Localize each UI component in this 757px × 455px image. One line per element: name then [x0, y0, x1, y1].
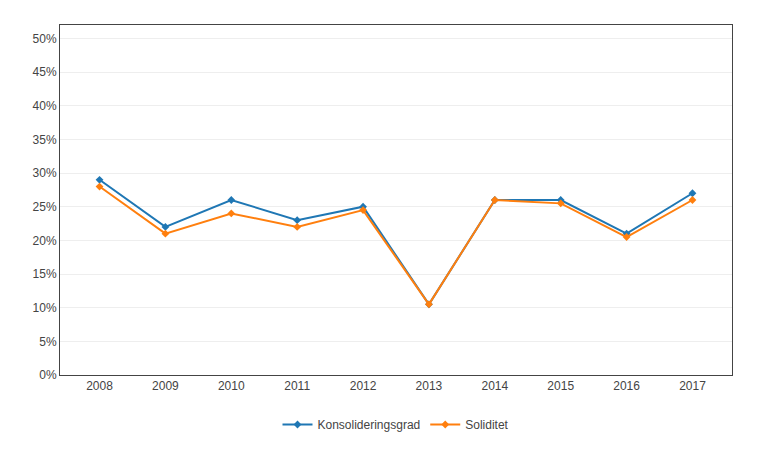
- svg-text:40%: 40%: [33, 99, 57, 113]
- svg-text:2010: 2010: [218, 379, 245, 393]
- svg-text:45%: 45%: [33, 65, 57, 79]
- svg-text:10%: 10%: [33, 301, 57, 315]
- svg-text:0%: 0%: [39, 368, 57, 382]
- svg-text:25%: 25%: [33, 200, 57, 214]
- svg-text:2009: 2009: [152, 379, 179, 393]
- svg-text:35%: 35%: [33, 133, 57, 147]
- svg-text:2011: 2011: [284, 379, 310, 393]
- svg-text:2015: 2015: [547, 379, 574, 393]
- svg-text:Konsolideringsgrad: Konsolideringsgrad: [318, 418, 421, 432]
- svg-text:50%: 50%: [33, 32, 57, 46]
- svg-text:2014: 2014: [481, 379, 508, 393]
- svg-text:2013: 2013: [416, 379, 443, 393]
- svg-text:20%: 20%: [33, 234, 57, 248]
- svg-text:2017: 2017: [679, 379, 706, 393]
- svg-text:5%: 5%: [39, 335, 57, 349]
- svg-text:30%: 30%: [33, 166, 57, 180]
- svg-text:Soliditet: Soliditet: [465, 418, 508, 432]
- svg-text:2012: 2012: [350, 379, 377, 393]
- svg-text:15%: 15%: [33, 267, 57, 281]
- svg-text:2008: 2008: [86, 379, 113, 393]
- svg-text:2016: 2016: [613, 379, 640, 393]
